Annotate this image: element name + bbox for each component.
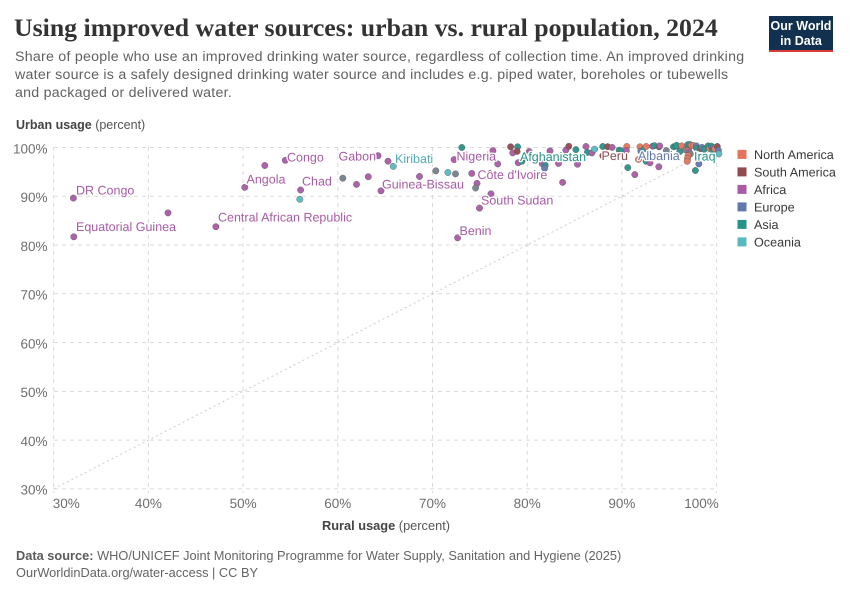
svg-text:30%: 30% xyxy=(53,496,80,511)
svg-text:70%: 70% xyxy=(20,288,47,303)
svg-text:Afghanistan: Afghanistan xyxy=(520,150,586,164)
svg-text:Africa: Africa xyxy=(754,183,786,197)
svg-text:60%: 60% xyxy=(20,336,47,351)
svg-text:90%: 90% xyxy=(20,190,47,205)
svg-text:Peru: Peru xyxy=(602,149,628,163)
svg-text:South America: South America xyxy=(754,166,836,180)
svg-text:Europe: Europe xyxy=(754,201,795,215)
svg-text:Guinea-Bissau: Guinea-Bissau xyxy=(382,178,464,192)
svg-text:Angola: Angola xyxy=(247,173,286,187)
svg-text:Albania: Albania xyxy=(638,149,680,163)
svg-text:100%: 100% xyxy=(684,496,719,511)
svg-text:100%: 100% xyxy=(13,141,48,156)
svg-text:Congo: Congo xyxy=(287,151,324,165)
svg-text:North America: North America xyxy=(754,148,834,162)
svg-text:Oceania: Oceania xyxy=(754,236,801,250)
svg-text:Central African Republic: Central African Republic xyxy=(218,211,352,225)
svg-text:80%: 80% xyxy=(514,496,541,511)
svg-text:50%: 50% xyxy=(20,385,47,400)
svg-text:Gabon: Gabon xyxy=(339,150,377,164)
svg-text:80%: 80% xyxy=(20,239,47,254)
svg-text:60%: 60% xyxy=(324,496,351,511)
svg-text:Iraq: Iraq xyxy=(694,149,716,163)
svg-text:30%: 30% xyxy=(20,483,47,498)
svg-text:Kiribati: Kiribati xyxy=(395,152,433,166)
svg-text:Equatorial Guinea: Equatorial Guinea xyxy=(76,220,176,234)
svg-text:40%: 40% xyxy=(135,496,162,511)
svg-text:Asia: Asia xyxy=(754,218,779,232)
svg-text:70%: 70% xyxy=(419,496,446,511)
svg-text:DR Congo: DR Congo xyxy=(76,184,134,198)
svg-text:South Sudan: South Sudan xyxy=(481,194,553,208)
svg-text:50%: 50% xyxy=(230,496,257,511)
svg-text:Côte d'Ivoire: Côte d'Ivoire xyxy=(478,168,548,182)
svg-text:Nigeria: Nigeria xyxy=(457,150,497,164)
svg-text:90%: 90% xyxy=(608,496,635,511)
svg-text:40%: 40% xyxy=(20,434,47,449)
svg-text:Chad: Chad xyxy=(302,175,332,189)
svg-text:Benin: Benin xyxy=(460,224,492,238)
